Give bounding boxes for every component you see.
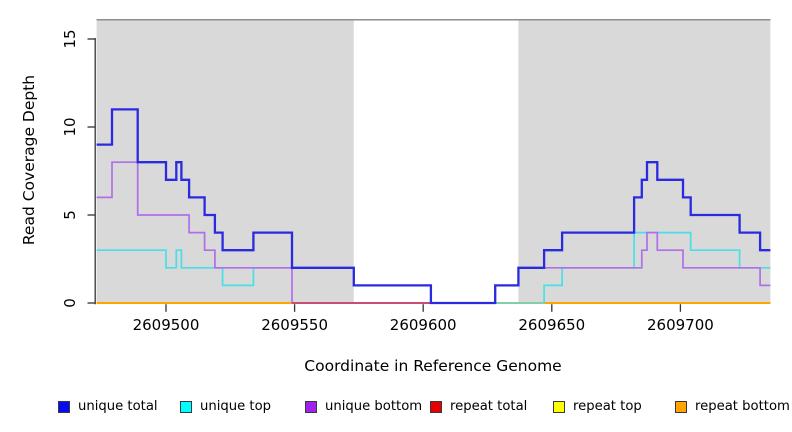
y-tick-label: 10	[61, 117, 79, 137]
legend-swatch-repeat-total	[430, 400, 442, 413]
legend-item-unique-top: unique top	[180, 399, 271, 414]
legend-label: repeat top	[573, 399, 642, 414]
legend-item-unique-total: unique total	[58, 399, 158, 414]
y-tick-label: 5	[61, 210, 79, 220]
x-tick-label: 2609700	[646, 316, 714, 334]
legend-swatch-repeat-bottom	[675, 400, 687, 413]
legend-swatch-repeat-top	[553, 400, 565, 413]
legend-label: unique bottom	[325, 399, 423, 414]
x-axis-title: Coordinate in Reference Genome	[304, 357, 562, 375]
shaded-region-right-gray-panel	[518, 19, 771, 304]
legend-swatch-unique-bottom	[305, 400, 317, 413]
x-tick-label: 2609600	[389, 316, 457, 334]
legend-item-unique-bottom: unique bottom	[305, 399, 422, 414]
series-line-unique-total	[96, 108, 771, 305]
legend-label: unique top	[200, 399, 272, 414]
legend-item-repeat-bottom: repeat bottom	[675, 399, 790, 414]
x-tick-label: 2609500	[132, 316, 200, 334]
y-tick-label: 0	[61, 298, 79, 308]
legend-swatch-unique-total	[58, 400, 70, 413]
x-tick-label: 2609550	[261, 316, 328, 334]
legend-item-repeat-total: repeat total	[430, 399, 527, 414]
y-tick-label: 15	[61, 29, 79, 49]
legend-label: unique total	[78, 399, 158, 414]
shaded-region-left-gray-panel	[96, 19, 354, 304]
x-tick-label: 2609650	[518, 316, 586, 334]
legend-swatch-unique-top	[180, 400, 192, 413]
legend-item-repeat-top: repeat top	[553, 399, 642, 414]
legend-label: repeat total	[450, 399, 528, 414]
legend-label: repeat bottom	[695, 399, 790, 414]
y-axis-title: Read Coverage Depth	[20, 74, 38, 246]
